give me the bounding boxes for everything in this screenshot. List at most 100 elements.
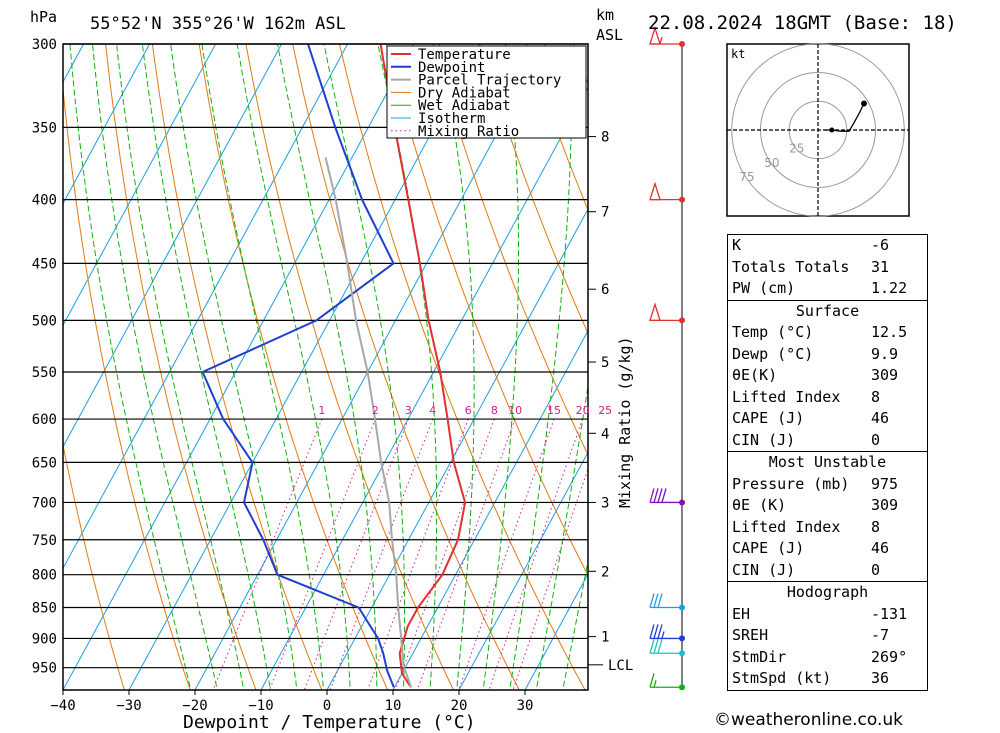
height-tick-label: 2	[601, 564, 609, 580]
datetime-title: 22.08.2024 18GMT (Base: 18)	[648, 12, 957, 34]
isotherm-line	[0, 7, 38, 690]
surface-li-value: 8	[871, 387, 881, 406]
pressure-tick-label: 650	[32, 455, 57, 471]
height-tick-label: 7	[601, 205, 609, 221]
wet-adiabat-line	[170, 44, 298, 690]
mixing-ratio-label: 10	[508, 404, 522, 417]
isotherm-line	[63, 44, 217, 327]
height-tick-label: 3	[601, 495, 609, 511]
wind-barb-flag	[649, 593, 655, 608]
mixing-ratio-line	[367, 418, 469, 690]
legend-box	[386, 45, 587, 139]
surface-theta-label: θE(K)	[732, 366, 778, 384]
wind-barb-pennant	[649, 181, 661, 201]
mixing-ratio-line	[488, 418, 584, 690]
hodograph-ring-label: 50	[764, 156, 779, 170]
wind-barb-half	[659, 36, 663, 45]
temperature-tick-label: −40	[50, 698, 75, 714]
stmspd-value: 36	[871, 669, 890, 687]
isotherm-line	[63, 44, 283, 448]
dry-adiabat-line	[63, 442, 125, 690]
isotherm-line	[392, 329, 588, 690]
stmdir-row: StmDir 269°	[728, 647, 927, 669]
mu-pressure-label: Pressure (mb)	[732, 474, 850, 493]
totals-label: Totals Totals	[732, 257, 850, 276]
isotherm-line	[524, 572, 588, 690]
wet-adiabat-line	[236, 44, 351, 690]
height-tick-label: 1	[601, 630, 609, 646]
surface-dewp-row: Dewp (°C) 9.9	[728, 344, 927, 366]
mu-theta-row: θE (K) 309	[728, 495, 927, 517]
mixing-ratio-label: 6	[465, 404, 472, 417]
wet-adiabat-line	[116, 44, 245, 690]
pressure-tick-label: 300	[32, 37, 57, 53]
temperature-axis: −40 −30 −20 −10 0 10 20 30	[50, 690, 533, 714]
legend-entry: Isotherm	[418, 111, 485, 127]
mu-cin-value: 0	[871, 560, 881, 579]
mu-cape-label: CAPE (J)	[732, 539, 805, 557]
temperature-tick-label: 20	[451, 698, 468, 714]
pressure-tick-label: 450	[32, 256, 57, 272]
mixing-ratio-line	[512, 467, 588, 690]
wind-barb-flag	[657, 593, 663, 608]
copyright-footer[interactable]: ©weatheronline.co.uk	[714, 710, 904, 730]
surface-cape-value: 46	[871, 409, 890, 427]
temperature-tick-label: 10	[385, 698, 402, 714]
mu-li-label: Lifted Index	[732, 517, 841, 536]
eh-label: EH	[732, 604, 751, 623]
pressure-unit-label: hPa	[30, 8, 57, 26]
most-unstable-title: Most Unstable	[768, 453, 887, 471]
temperature-tick-label: 30	[517, 698, 534, 714]
mixing-ratio-line	[269, 418, 376, 690]
wet-adiabat-line	[91, 44, 218, 690]
height-tick-label: 4	[601, 426, 609, 442]
temperature-tick-label: −30	[116, 698, 141, 714]
mixing-ratio-label: 8	[491, 404, 498, 417]
wet-adiabat-line	[141, 44, 271, 690]
surface-temp-value: 12.5	[871, 323, 908, 341]
wind-barb-flag	[649, 624, 655, 639]
parcel-trajectory-line	[324, 157, 412, 688]
k-index-value: -6	[871, 236, 890, 254]
surface-cape-row: CAPE (J) 46	[728, 408, 927, 430]
isotherm-line	[63, 44, 349, 570]
totals-row: Totals Totals 31	[728, 257, 927, 279]
stmspd-label: StmSpd (kt)	[732, 669, 832, 687]
location-title: 55°52'N 355°26'W 162m ASL	[90, 14, 346, 34]
temperature-tick-label: 0	[323, 698, 331, 714]
mixing-ratio-axis-label: Mixing Ratio (g/kg)	[616, 336, 634, 508]
pw-row: PW (cm) 1.22	[728, 278, 927, 300]
wind-barb-pennant	[649, 302, 661, 322]
isotherm-line	[458, 451, 588, 690]
wind-barb-flag	[661, 488, 667, 503]
surface-theta-value: 309	[871, 366, 899, 384]
pressure-tick-label: 500	[32, 313, 57, 329]
legend-entry: Parcel Trajectory	[418, 73, 561, 89]
wind-barb-half	[661, 631, 665, 639]
wind-barb-flag	[653, 488, 659, 503]
dry-adiabat-line	[151, 44, 323, 690]
hodograph-table-title: Hodograph	[786, 583, 869, 601]
dewpoint-line	[201, 44, 395, 688]
wind-barb-half	[653, 680, 657, 688]
isotherm-line	[63, 44, 151, 205]
sreh-value: -7	[871, 626, 890, 644]
wind-barb-flag	[649, 639, 655, 654]
mixing-ratio-label: 1	[318, 404, 325, 417]
lcl-label: LCL	[608, 658, 633, 674]
mixing-ratio-label: 20	[576, 404, 590, 417]
hodograph-ring-label: 25	[789, 141, 804, 155]
mixing-ratio-line	[303, 418, 409, 690]
mu-li-row: Lifted Index 8	[728, 517, 927, 539]
surface-temp-row: Temp (°C) 12.5	[728, 322, 927, 344]
mu-pressure-value: 975	[871, 474, 899, 493]
surface-cin-value: 0	[871, 430, 881, 449]
wet-adiabat-line	[201, 44, 325, 690]
mixing-ratio-line	[416, 418, 516, 690]
wet-adiabat-line	[69, 44, 192, 690]
surface-dewp-value: 9.9	[871, 344, 899, 363]
eh-value: -131	[871, 604, 908, 623]
stmdir-value: 269°	[871, 647, 908, 666]
wind-barb-pennant	[649, 25, 661, 45]
